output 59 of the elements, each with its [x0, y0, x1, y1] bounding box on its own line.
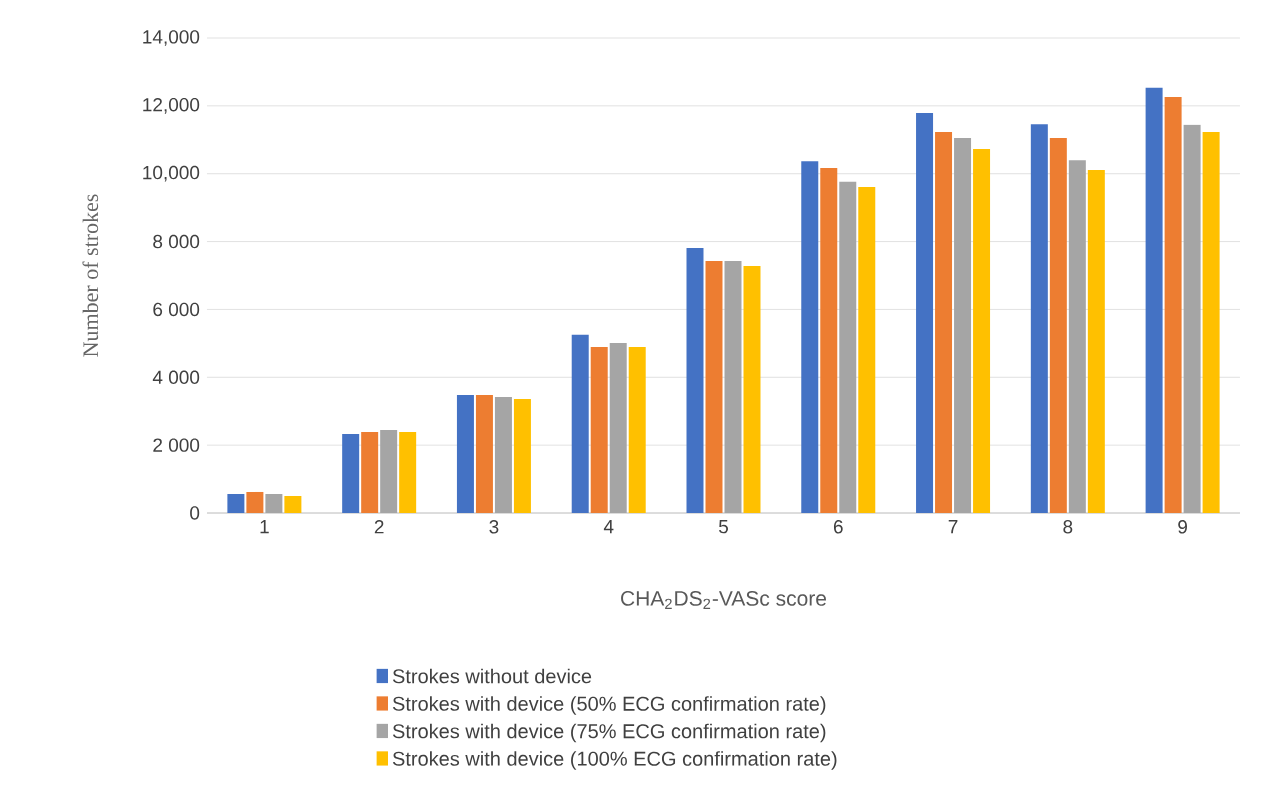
legend-label: Strokes with device (100% ECG confirmation rate): [392, 751, 837, 770]
bar: [935, 131, 953, 514]
bar: [839, 181, 857, 514]
y-axis-title: Number of strokes: [82, 194, 99, 357]
bar: [513, 399, 531, 514]
bar: [227, 494, 245, 514]
x-tick-label: 8: [1063, 520, 1073, 534]
y-tick-label: 6 000: [153, 302, 200, 317]
bar: [820, 167, 838, 514]
bar: [1087, 169, 1105, 514]
bar: [686, 248, 704, 514]
legend-label: Strokes with device (75% ECG confirmation rate): [392, 723, 826, 743]
bar: [456, 394, 474, 514]
bar: [361, 431, 379, 514]
y-tick-label: 14,000: [143, 30, 200, 46]
y-tick-label: 4 000: [152, 370, 200, 385]
bar: [380, 429, 398, 514]
bar: [246, 491, 264, 514]
bar: [1145, 87, 1163, 514]
bar: [954, 138, 972, 514]
x-tick-label: 4: [603, 520, 614, 534]
legend-label: Strokes with device (50% ECG confirmation rate): [392, 696, 826, 715]
x-tick-label: 1: [260, 520, 269, 534]
bar: [475, 394, 493, 514]
bar: [1183, 124, 1201, 514]
bar: [801, 161, 819, 514]
bar: [1164, 97, 1182, 514]
x-tick-label: 2: [374, 520, 384, 534]
legend-label: Strokes without device: [392, 668, 592, 684]
bar: [494, 396, 512, 514]
y-tick-label: 8 000: [153, 234, 200, 249]
y-tick-label: 10,000: [143, 165, 200, 182]
bar: [1068, 160, 1086, 514]
bar: [858, 186, 876, 514]
bar: [743, 266, 761, 514]
bar: [590, 347, 608, 514]
bar: [1030, 124, 1048, 514]
bar: [628, 347, 646, 514]
x-tick-label: 6: [833, 520, 843, 534]
bar: [265, 494, 283, 514]
bar: [724, 260, 742, 514]
bar: [1202, 131, 1220, 514]
x-tick-label: 7: [948, 520, 958, 534]
bar: [609, 343, 627, 514]
bar: [916, 112, 934, 514]
x-tick-label: 3: [489, 520, 499, 534]
bar: [284, 496, 302, 514]
x-tick-label: 9: [1178, 520, 1187, 534]
bar: [342, 433, 360, 514]
bar: [571, 334, 589, 514]
y-tick-label: 12,000: [143, 98, 200, 114]
bar: [973, 148, 991, 514]
x-axis-title: CHA$_{2}$DS$_{2}$-VASc score: [621, 590, 827, 609]
bar: [705, 260, 723, 514]
y-tick-label: 0: [190, 506, 200, 520]
bar: [399, 431, 417, 514]
x-tick-label: 5: [718, 520, 728, 534]
bar: [1049, 138, 1067, 514]
y-tick-label: 2 000: [153, 438, 200, 452]
